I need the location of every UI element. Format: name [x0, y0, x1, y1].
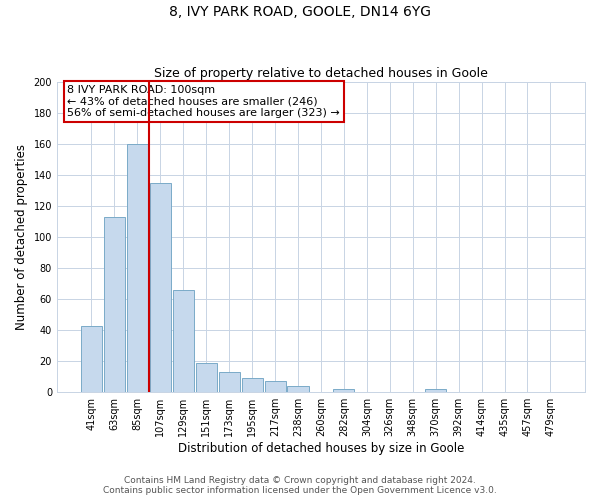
Bar: [425, 389, 446, 392]
Bar: [287, 386, 308, 392]
Bar: [218, 372, 240, 392]
Bar: [81, 326, 102, 392]
Bar: [127, 144, 148, 392]
Bar: [334, 389, 355, 392]
Text: Contains HM Land Registry data © Crown copyright and database right 2024.
Contai: Contains HM Land Registry data © Crown c…: [103, 476, 497, 495]
Bar: [104, 217, 125, 392]
Bar: [265, 382, 286, 392]
Title: Size of property relative to detached houses in Goole: Size of property relative to detached ho…: [154, 66, 488, 80]
X-axis label: Distribution of detached houses by size in Goole: Distribution of detached houses by size …: [178, 442, 464, 455]
Bar: [196, 362, 217, 392]
Bar: [173, 290, 194, 392]
Bar: [242, 378, 263, 392]
Text: 8 IVY PARK ROAD: 100sqm
← 43% of detached houses are smaller (246)
56% of semi-d: 8 IVY PARK ROAD: 100sqm ← 43% of detache…: [67, 85, 340, 118]
Y-axis label: Number of detached properties: Number of detached properties: [15, 144, 28, 330]
Bar: [150, 183, 171, 392]
Text: 8, IVY PARK ROAD, GOOLE, DN14 6YG: 8, IVY PARK ROAD, GOOLE, DN14 6YG: [169, 5, 431, 19]
